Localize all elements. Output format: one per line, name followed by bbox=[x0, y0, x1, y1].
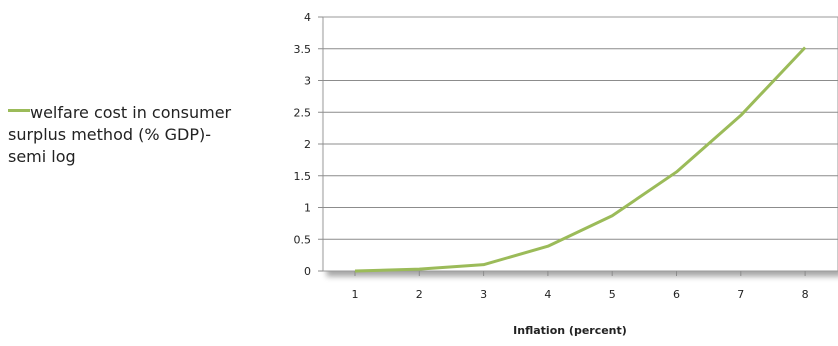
y-tick-label: 2.5 bbox=[294, 106, 312, 119]
x-tick-label: 8 bbox=[802, 288, 809, 301]
y-axis: 0 0.5 1 1.5 2 2.5 3 3.5 4 bbox=[294, 11, 324, 278]
x-tick-label: 5 bbox=[609, 288, 616, 301]
x-tick-label: 6 bbox=[673, 288, 680, 301]
y-tick-label: 0.5 bbox=[294, 233, 312, 246]
x-tick-label: 1 bbox=[352, 288, 359, 301]
y-tick-label: 1.5 bbox=[294, 170, 312, 183]
x-tick-label: 3 bbox=[480, 288, 487, 301]
x-tick-label: 4 bbox=[544, 288, 551, 301]
legend-swatch bbox=[8, 109, 30, 112]
x-axis-title: Inflation (percent) bbox=[470, 324, 670, 337]
y-tick-label: 3 bbox=[304, 75, 311, 88]
y-tick-label: 2 bbox=[304, 138, 311, 151]
y-tick-label: 3.5 bbox=[294, 43, 312, 56]
legend: welfare cost in consumer surplus method … bbox=[8, 102, 238, 168]
x-axis: 1 2 3 4 5 6 7 8 bbox=[352, 271, 809, 301]
y-tick-label: 1 bbox=[304, 202, 311, 215]
y-tick-label: 0 bbox=[304, 265, 311, 278]
y-tick-label: 4 bbox=[304, 11, 311, 24]
x-tick-label: 7 bbox=[737, 288, 744, 301]
legend-label: welfare cost in consumer surplus method … bbox=[8, 103, 231, 166]
x-tick-label: 2 bbox=[416, 288, 423, 301]
